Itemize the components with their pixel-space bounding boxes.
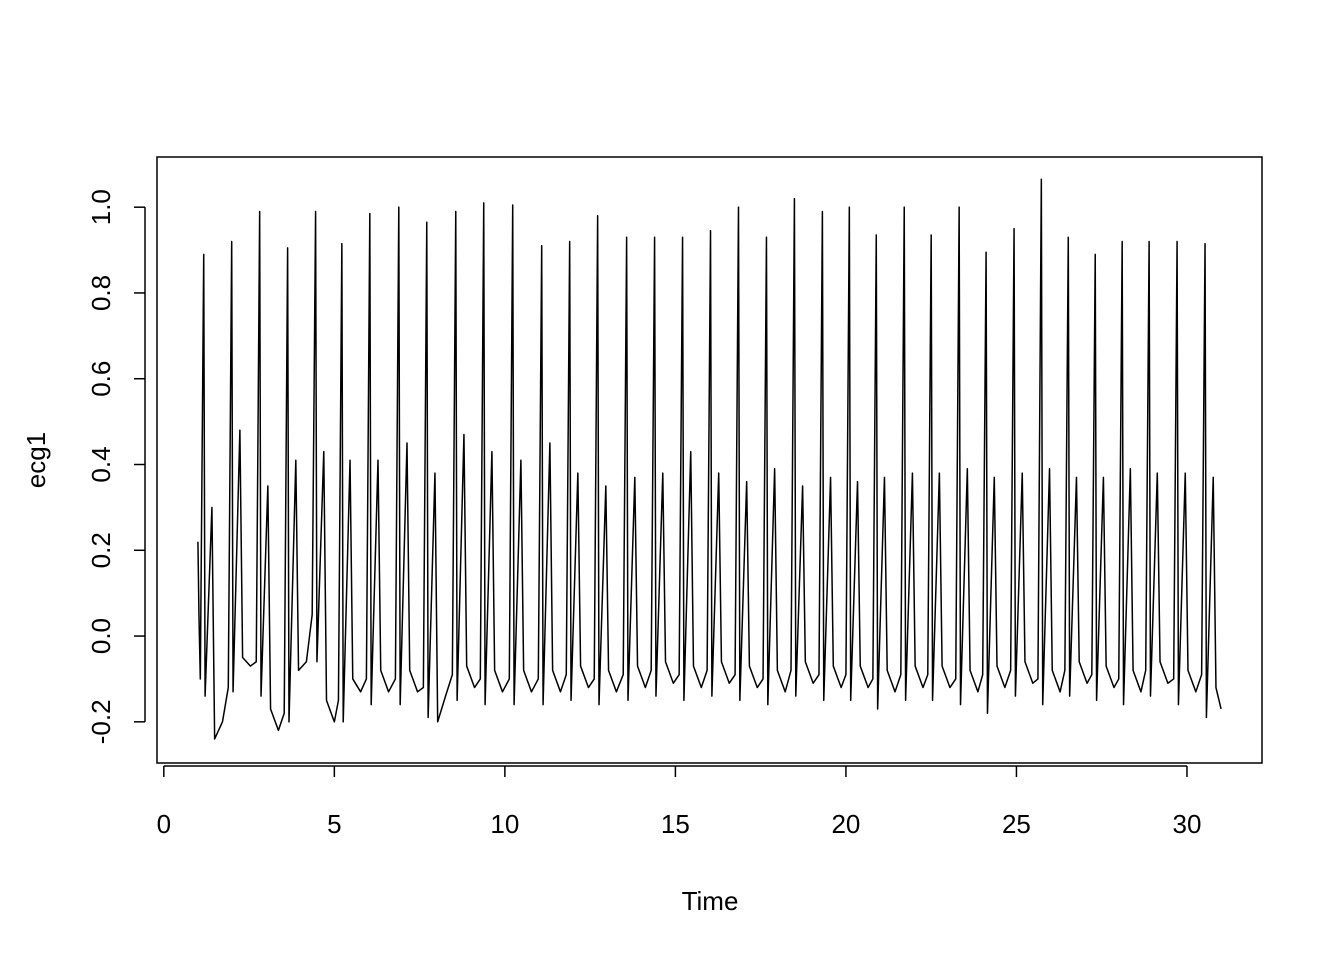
plot-box <box>156 156 1263 764</box>
x-tick-label: 15 <box>661 809 690 839</box>
y-tick-label: 0.0 <box>86 618 116 654</box>
x-tick-label: 30 <box>1173 809 1202 839</box>
x-tick-label: 0 <box>157 809 171 839</box>
x-tick-label: 25 <box>1002 809 1031 839</box>
y-axis-label: ecg1 <box>21 432 51 488</box>
y-tick-label: 0.8 <box>86 275 116 311</box>
y-tick-label: 0.6 <box>86 361 116 397</box>
series-line <box>197 178 1222 740</box>
y-tick-label: 1.0 <box>86 189 116 225</box>
x-axis-label: Time <box>682 886 739 916</box>
y-tick-label: 0.2 <box>86 532 116 568</box>
x-tick-label: 10 <box>490 809 519 839</box>
y-tick-label: -0.2 <box>86 699 116 744</box>
y-tick-label: 0.4 <box>86 446 116 482</box>
x-tick-label: 5 <box>327 809 341 839</box>
x-tick-label: 20 <box>831 809 860 839</box>
